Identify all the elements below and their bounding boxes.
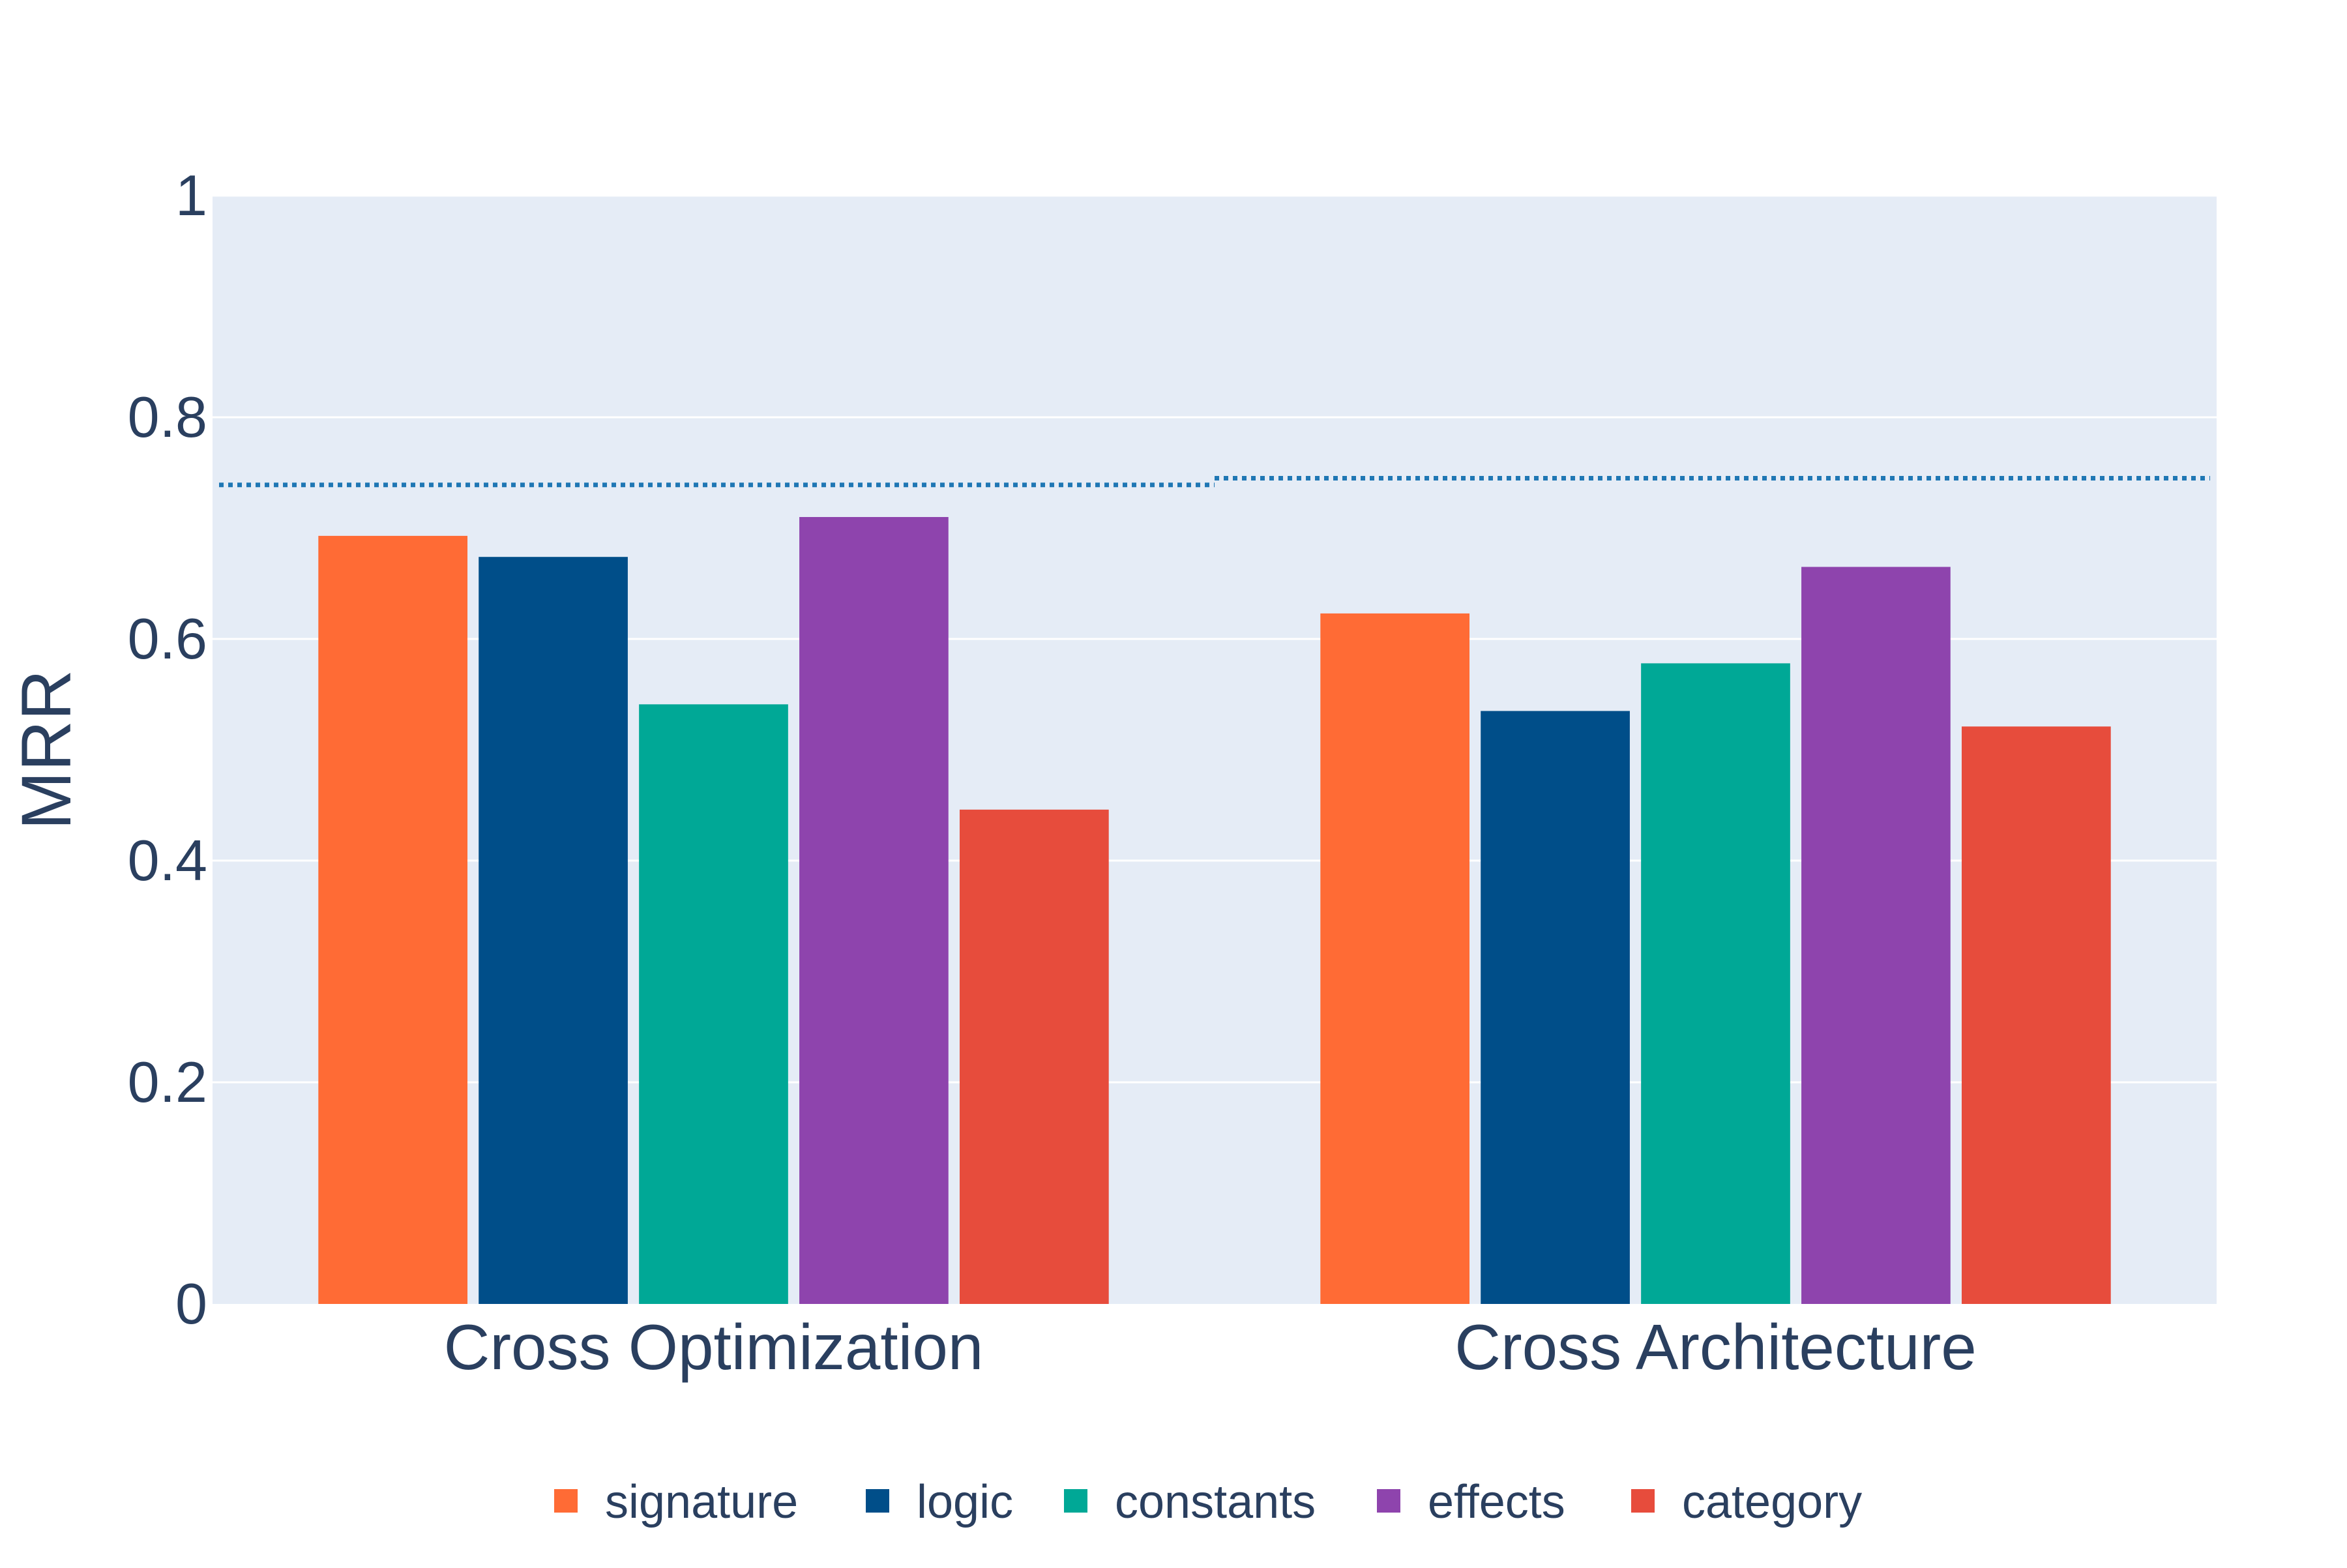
legend-swatch-constants bbox=[1064, 1489, 1087, 1513]
bar-effects-1 bbox=[1801, 567, 1951, 1304]
y-tick-label: 0.8 bbox=[128, 385, 207, 449]
y-tick-label: 0.6 bbox=[128, 606, 207, 671]
legend-label-category: category bbox=[1682, 1476, 1862, 1528]
bar-logic-0 bbox=[479, 557, 628, 1305]
bar-constants-1 bbox=[1641, 663, 1790, 1304]
legend-swatch-logic bbox=[866, 1489, 889, 1513]
y-tick-label: 0.2 bbox=[128, 1050, 207, 1114]
x-category-label: Cross Architecture bbox=[1454, 1311, 1977, 1383]
bar-category-1 bbox=[1961, 726, 2111, 1304]
legend-swatch-category bbox=[1631, 1489, 1655, 1513]
y-tick-label: 0 bbox=[175, 1271, 207, 1336]
y-tick-label: 0.4 bbox=[128, 828, 207, 893]
legend-label-logic: logic bbox=[917, 1476, 1013, 1528]
y-tick-label: 1 bbox=[175, 163, 207, 228]
bar-constants-0 bbox=[639, 704, 788, 1304]
bar-effects-0 bbox=[799, 517, 949, 1304]
y-axis-title: MRR bbox=[7, 670, 85, 830]
legend-label-constants: constants bbox=[1115, 1476, 1316, 1528]
bar-logic-1 bbox=[1481, 711, 1630, 1304]
legend-label-signature: signature bbox=[605, 1476, 798, 1528]
x-category-label: Cross Optimization bbox=[444, 1311, 984, 1383]
bar-signature-1 bbox=[1320, 613, 1470, 1304]
legend-swatch-signature bbox=[554, 1489, 578, 1513]
legend-swatch-effects bbox=[1377, 1489, 1400, 1513]
legend-label-effects: effects bbox=[1428, 1476, 1565, 1528]
bar-category-0 bbox=[959, 809, 1109, 1304]
bar-signature-0 bbox=[318, 535, 468, 1304]
